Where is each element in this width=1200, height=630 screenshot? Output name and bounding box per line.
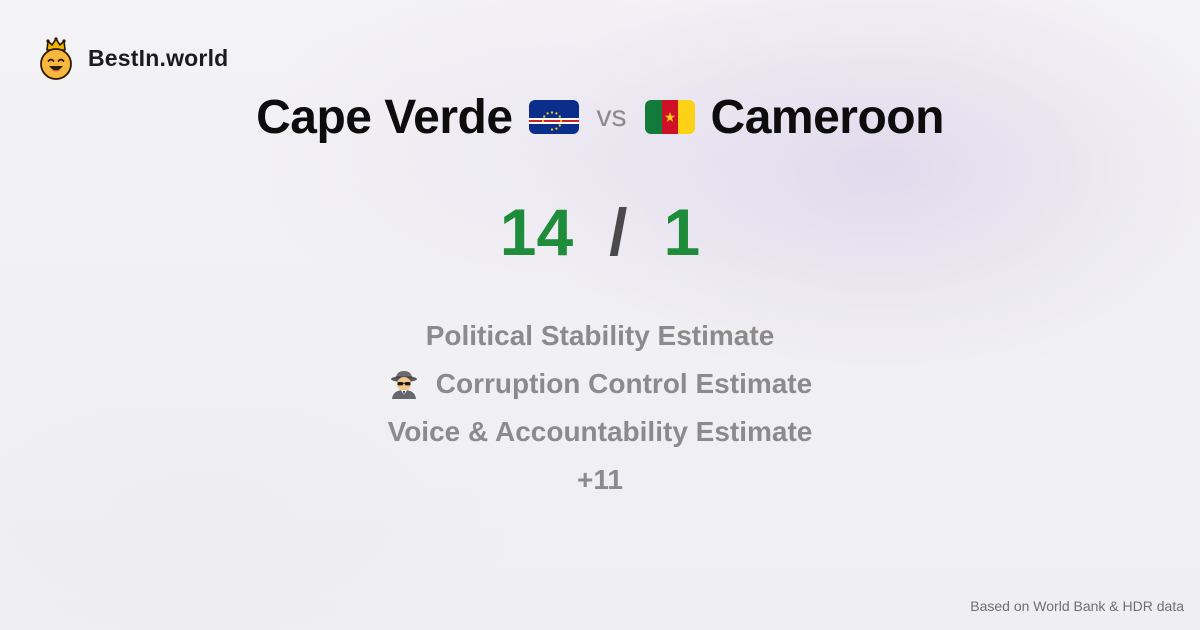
brand[interactable]: BestIn.world	[38, 36, 228, 80]
score-separator: /	[609, 195, 628, 269]
spy-icon	[390, 371, 417, 399]
metric-item: Voice & Accountability Estimate	[388, 408, 813, 456]
right-score: 1	[663, 195, 701, 269]
comparison-title: Cape Verde vs Cameroon	[0, 86, 1200, 148]
more-metrics-count: +11	[577, 456, 623, 504]
data-source-note: Based on World Bank & HDR data	[970, 598, 1184, 614]
vs-label: vs	[596, 100, 627, 133]
cape-verde-flag-icon	[528, 100, 579, 134]
brand-name: BestIn.world	[88, 44, 229, 71]
metric-list: Political Stability Estimate Corruption …	[0, 312, 1200, 504]
metric-label: Political Stability Estimate	[425, 320, 775, 351]
metric-label: Voice & Accountability Estimate	[387, 416, 813, 447]
right-country-name[interactable]: Cameroon	[710, 90, 945, 144]
metric-label: Corruption Control Estimate	[435, 368, 813, 399]
metric-item: Corruption Control Estimate	[388, 360, 812, 408]
cameroon-flag-icon	[644, 100, 695, 134]
left-country-name[interactable]: Cape Verde	[256, 90, 513, 144]
score-display: 14 / 1	[0, 192, 1200, 272]
left-score: 14	[499, 195, 574, 269]
crowned-smiley-icon	[40, 37, 72, 80]
metric-label: +11	[577, 464, 623, 495]
metric-item: Political Stability Estimate	[426, 312, 775, 360]
